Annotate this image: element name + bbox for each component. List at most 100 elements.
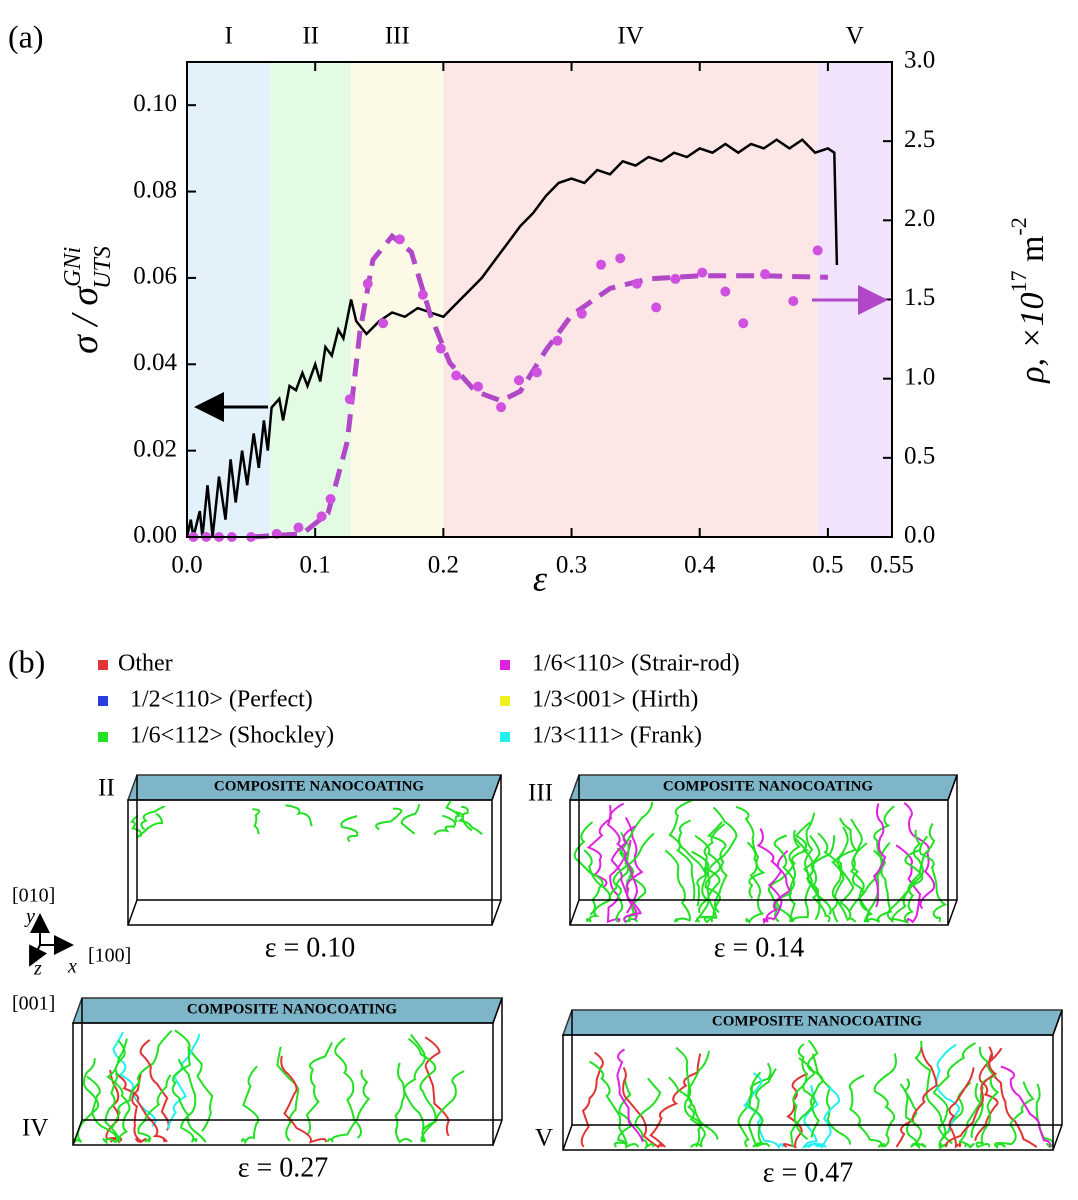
- dislocation-line: [111, 1029, 173, 1129]
- legend-swatch: [98, 732, 108, 742]
- snapshot-label: II: [98, 775, 115, 802]
- strain-label: ε = 0.10: [265, 932, 356, 963]
- y-axis-label: σ / σGNi UTS: [60, 246, 116, 354]
- dislocation-line: [622, 1066, 663, 1149]
- data-point: [451, 370, 462, 381]
- legend-swatch: [500, 660, 510, 670]
- dislocation-line: [810, 835, 836, 923]
- coating-label: COMPOSITE NANOCOATING: [214, 778, 424, 794]
- region-label: II: [302, 23, 319, 50]
- data-point: [344, 394, 355, 405]
- dislocation-line: [129, 815, 143, 838]
- y2-label-main: ρ, ×10: [1014, 293, 1051, 384]
- coating-label: COMPOSITE NANOCOATING: [187, 1001, 397, 1017]
- data-point: [812, 245, 823, 256]
- dislocation-line: [865, 849, 893, 923]
- data-point: [435, 343, 446, 354]
- snapshot-label: IV: [22, 1115, 48, 1142]
- y-tick-label: 0.00: [133, 522, 177, 549]
- dislocation-line: [873, 1053, 897, 1148]
- region: [351, 62, 444, 537]
- legend-label: Other: [118, 651, 173, 677]
- legend-label: 1/3<111> (Frank): [532, 723, 702, 749]
- data-point: [531, 367, 542, 378]
- dislocation-line: [934, 1043, 961, 1131]
- panel-label: (a): [8, 18, 44, 54]
- data-point: [760, 269, 771, 280]
- legend-label: 1/6<110> (Strair-rod): [532, 651, 740, 677]
- box-front: [72, 1022, 494, 1146]
- x-axis-label: ε: [533, 558, 548, 598]
- dislocation-line: [403, 1033, 426, 1130]
- region-label: I: [224, 23, 232, 50]
- data-point: [362, 278, 373, 289]
- legend-swatch: [500, 732, 510, 742]
- dislocation-line: [606, 805, 638, 914]
- dislocation-line: [252, 808, 261, 835]
- dir-label: [010]: [12, 885, 55, 907]
- dislocation-line: [932, 1042, 976, 1145]
- dislocation-line: [620, 831, 647, 923]
- dislocation-line: [131, 1072, 147, 1144]
- dislocation-line: [801, 1084, 827, 1149]
- coating-label: COMPOSITE NANOCOATING: [712, 1013, 922, 1029]
- y-label-sub: UTS: [90, 246, 116, 289]
- dislocation-line: [139, 1039, 170, 1131]
- dislocation-line: [433, 814, 457, 836]
- axis-letter: z: [33, 958, 42, 980]
- dislocation-line: [668, 799, 696, 900]
- dislocation-line: [461, 805, 473, 832]
- y-label-sup: GNi: [60, 247, 86, 287]
- region-label: IV: [617, 23, 643, 50]
- dir-label: [001]: [12, 993, 55, 1015]
- data-point: [576, 308, 587, 319]
- y2-tick-label: 1.5: [904, 284, 935, 311]
- data-point: [631, 278, 642, 289]
- dislocation-line: [899, 1083, 927, 1148]
- legend: Other 1/2<110> (Perfect) 1/6<112> (Shockle…: [98, 651, 740, 749]
- dislocation-line: [944, 1053, 998, 1148]
- x-tick-label: 0.55: [870, 552, 914, 579]
- x-tick-label: 0.1: [300, 552, 331, 579]
- dislocation-line: [903, 1078, 921, 1150]
- panel-label: (b): [8, 643, 45, 679]
- data-point: [293, 522, 304, 533]
- snapshots: COMPOSITE NANOCOATING II ε = 0.10 COMPOSITE…: [22, 774, 1064, 1188]
- dislocation-line: [394, 1062, 413, 1144]
- y-tick-label: 0.10: [133, 90, 177, 117]
- dislocation-line: [782, 1072, 809, 1149]
- legend-swatch: [98, 696, 108, 706]
- dislocation-line: [918, 835, 948, 923]
- dislocation-line: [617, 1078, 640, 1149]
- dislocation-line: [807, 1085, 841, 1149]
- box-edges: [72, 997, 503, 1146]
- legend-label: 1/3<001> (Hirth): [532, 687, 698, 713]
- data-point: [472, 381, 483, 392]
- dislocation-line: [831, 826, 849, 923]
- x-tick-label: 0.5: [812, 552, 843, 579]
- legend-swatch: [500, 696, 510, 706]
- axis-triad: [010] y x [100] z [001]: [12, 885, 131, 1015]
- x-tick-label: 0.2: [428, 552, 459, 579]
- dislocation-line: [115, 1073, 168, 1143]
- data-point: [697, 267, 708, 278]
- plot-frame: [186, 61, 893, 538]
- region-label: III: [385, 23, 410, 50]
- dislocation-line: [73, 1058, 100, 1143]
- dislocation-line: [694, 823, 726, 923]
- data-point: [378, 318, 389, 329]
- dislocation-line: [112, 1031, 157, 1127]
- y2-axis-label: ρ, ×1017 m-2: [1006, 217, 1051, 384]
- dislocation-line: [811, 1053, 852, 1145]
- legend-swatch: [98, 660, 108, 670]
- y2-tick-label: 3.0: [904, 47, 935, 74]
- dislocation-line: [872, 803, 887, 908]
- data-line: [250, 232, 828, 540]
- snapshot-label: III: [528, 780, 553, 807]
- dislocation-line: [773, 834, 796, 923]
- y-tick-label: 0.08: [133, 176, 177, 203]
- strain-label: ε = 0.27: [238, 1152, 329, 1183]
- x-tick-label: 0.3: [556, 552, 587, 579]
- dislocation-line: [285, 804, 313, 827]
- dislocation-line: [975, 1076, 1000, 1149]
